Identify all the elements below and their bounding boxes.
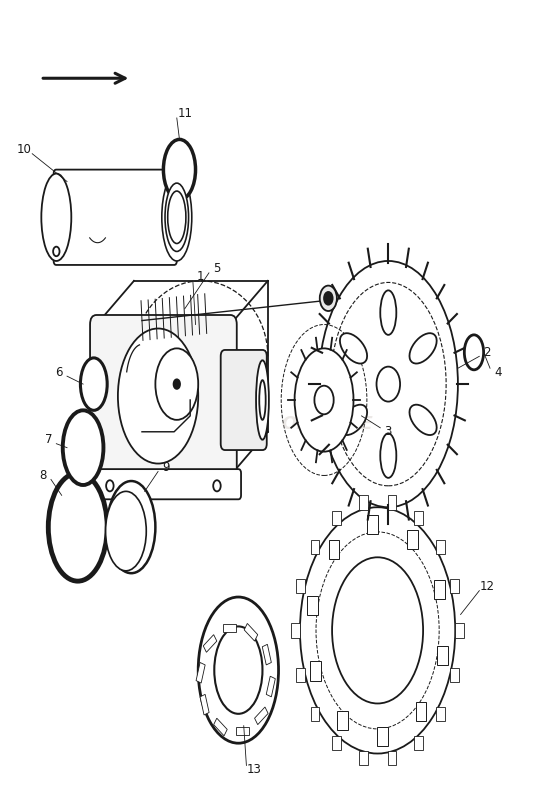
Text: 2: 2 xyxy=(484,346,491,359)
Bar xyxy=(450,578,459,593)
Bar xyxy=(329,540,339,559)
FancyBboxPatch shape xyxy=(54,170,177,265)
Ellipse shape xyxy=(380,434,397,478)
Ellipse shape xyxy=(340,333,367,363)
Ellipse shape xyxy=(48,473,107,581)
Ellipse shape xyxy=(410,405,437,435)
Text: 5: 5 xyxy=(213,262,221,275)
Ellipse shape xyxy=(256,360,269,440)
FancyBboxPatch shape xyxy=(86,469,241,499)
Bar xyxy=(266,676,275,697)
FancyBboxPatch shape xyxy=(90,315,237,485)
Bar xyxy=(415,702,426,721)
Bar xyxy=(436,706,445,721)
Circle shape xyxy=(213,480,221,491)
Bar xyxy=(414,510,423,525)
Bar xyxy=(244,623,258,641)
Circle shape xyxy=(174,379,180,389)
Ellipse shape xyxy=(319,261,458,507)
Ellipse shape xyxy=(105,491,146,571)
Circle shape xyxy=(53,246,60,256)
Bar xyxy=(436,540,445,554)
Ellipse shape xyxy=(81,358,107,410)
Bar xyxy=(214,718,227,736)
Bar xyxy=(359,495,368,510)
Bar xyxy=(307,596,318,615)
Text: MC: MC xyxy=(183,373,250,411)
Ellipse shape xyxy=(165,183,189,251)
Text: 8: 8 xyxy=(39,469,47,482)
Ellipse shape xyxy=(41,174,71,261)
Bar xyxy=(236,727,248,735)
Bar xyxy=(367,515,378,534)
Ellipse shape xyxy=(464,335,484,370)
Bar xyxy=(223,624,236,632)
Ellipse shape xyxy=(332,558,423,703)
Circle shape xyxy=(377,366,400,402)
Ellipse shape xyxy=(214,626,262,714)
Ellipse shape xyxy=(155,348,198,420)
Ellipse shape xyxy=(198,597,279,743)
Bar xyxy=(311,662,321,681)
Ellipse shape xyxy=(300,507,455,754)
Bar xyxy=(311,706,319,721)
Text: 13: 13 xyxy=(247,763,262,776)
Bar xyxy=(311,540,319,554)
Circle shape xyxy=(324,292,333,305)
Bar xyxy=(359,751,368,766)
Circle shape xyxy=(320,286,337,311)
Ellipse shape xyxy=(340,405,367,435)
Text: 1: 1 xyxy=(197,270,204,283)
Bar xyxy=(437,646,448,665)
Bar xyxy=(332,736,341,750)
Ellipse shape xyxy=(118,329,198,463)
Bar xyxy=(455,623,464,638)
FancyBboxPatch shape xyxy=(221,350,267,450)
Bar xyxy=(332,510,341,525)
Circle shape xyxy=(314,386,334,414)
Ellipse shape xyxy=(380,290,397,335)
Text: 7: 7 xyxy=(44,434,52,446)
Bar xyxy=(196,662,205,683)
Bar xyxy=(296,668,305,682)
Bar xyxy=(378,726,388,746)
Bar xyxy=(434,580,445,599)
Bar xyxy=(255,707,268,725)
Ellipse shape xyxy=(163,139,195,200)
Bar xyxy=(337,711,348,730)
Ellipse shape xyxy=(410,333,437,363)
Text: 10: 10 xyxy=(17,143,31,156)
Bar xyxy=(203,634,217,652)
Bar xyxy=(292,623,300,638)
Ellipse shape xyxy=(162,174,192,261)
Ellipse shape xyxy=(295,348,353,452)
Circle shape xyxy=(106,480,114,491)
Text: 4: 4 xyxy=(494,366,502,378)
Bar xyxy=(387,751,396,766)
Bar xyxy=(262,644,272,665)
Ellipse shape xyxy=(63,410,103,485)
Bar xyxy=(450,668,459,682)
Text: 12: 12 xyxy=(480,580,495,593)
Text: 3: 3 xyxy=(385,426,392,438)
Bar xyxy=(414,736,423,750)
Text: 6: 6 xyxy=(55,366,63,378)
Text: ORCYCLE: ORCYCLE xyxy=(281,415,373,433)
Ellipse shape xyxy=(107,481,155,573)
Bar xyxy=(387,495,396,510)
Text: 9: 9 xyxy=(162,461,170,474)
Ellipse shape xyxy=(259,380,266,420)
Bar xyxy=(407,530,418,550)
Bar xyxy=(200,694,209,715)
Ellipse shape xyxy=(168,191,186,243)
Bar xyxy=(296,578,305,593)
Text: 11: 11 xyxy=(177,107,193,121)
